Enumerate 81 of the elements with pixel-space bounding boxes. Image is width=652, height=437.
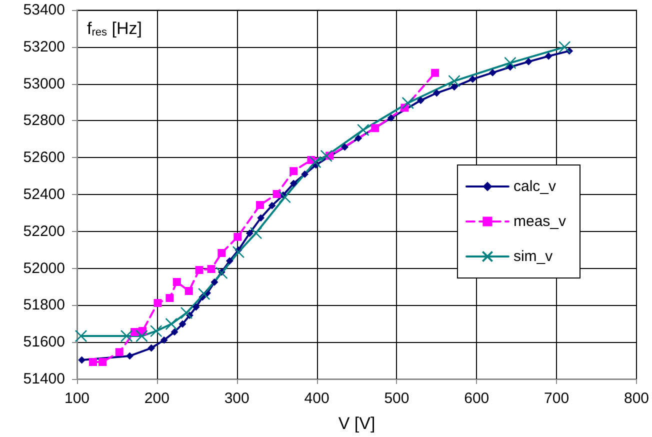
point	[136, 330, 148, 342]
point	[256, 201, 264, 210]
point	[448, 74, 460, 88]
x-tick-label: 300	[224, 390, 250, 407]
point	[545, 52, 552, 60]
y-tick-label: 52000	[23, 260, 65, 277]
point	[154, 298, 162, 307]
y-tick-label: 52800	[23, 112, 65, 130]
point	[179, 320, 186, 328]
point	[148, 344, 155, 352]
point	[180, 306, 193, 320]
point	[431, 68, 440, 77]
point	[278, 190, 291, 204]
point	[433, 90, 440, 97]
point	[166, 294, 174, 302]
y-tick-label: 52600	[23, 149, 65, 166]
point	[257, 214, 264, 222]
legend-label: meas_v	[513, 213, 566, 230]
point	[198, 288, 210, 300]
point	[320, 150, 333, 162]
point	[171, 328, 178, 336]
point	[371, 124, 380, 132]
point	[388, 114, 395, 122]
point	[309, 156, 322, 168]
y-tick-label: 53400	[23, 2, 65, 18]
point	[417, 96, 424, 104]
y-tick-label: 52400	[23, 186, 65, 203]
point	[356, 124, 370, 136]
point	[232, 246, 245, 258]
point	[450, 83, 458, 90]
y-tick-label: 53000	[23, 75, 65, 92]
y-tick-label: 52200	[23, 222, 65, 240]
point	[402, 96, 414, 110]
point	[184, 286, 193, 295]
point	[250, 226, 262, 240]
point	[290, 180, 298, 187]
x-tick-label: 500	[384, 390, 410, 407]
point	[172, 278, 181, 286]
point	[88, 358, 97, 366]
x-tick-label: 400	[304, 390, 330, 407]
point	[216, 266, 228, 280]
point	[98, 358, 107, 366]
point	[469, 76, 476, 83]
point	[272, 190, 281, 198]
y-tick-label: 51600	[23, 334, 65, 351]
point	[74, 330, 88, 342]
point	[301, 170, 308, 178]
y-tick-label: 53200	[23, 38, 65, 56]
point	[504, 56, 516, 70]
point	[489, 69, 496, 76]
point	[210, 278, 218, 286]
x-tick-label: 600	[464, 390, 490, 407]
point	[234, 232, 242, 241]
x-tick-label: 100	[64, 390, 90, 407]
y-tick-label: 51400	[23, 370, 65, 388]
legend-label: sim_v	[513, 248, 554, 265]
point	[246, 230, 254, 237]
point	[218, 248, 226, 257]
point	[165, 318, 178, 330]
point	[126, 352, 134, 360]
point	[226, 257, 234, 264]
legend-label: calc_v	[513, 178, 556, 195]
point	[120, 330, 133, 342]
point	[558, 40, 571, 54]
x-tick-label: 800	[624, 390, 649, 407]
x-tick-label: 200	[144, 390, 170, 407]
y-tick-label: 51800	[23, 296, 65, 314]
point	[525, 58, 532, 66]
point	[150, 324, 162, 338]
point	[354, 134, 362, 142]
point	[341, 144, 348, 151]
point	[192, 304, 200, 311]
x-axis-title: V [V]	[338, 414, 376, 433]
point	[195, 266, 204, 274]
point	[290, 167, 298, 176]
point	[78, 356, 86, 364]
point	[115, 348, 124, 356]
x-tick-label: 700	[544, 390, 570, 407]
point	[160, 336, 168, 344]
point	[268, 202, 276, 210]
point	[207, 265, 216, 274]
